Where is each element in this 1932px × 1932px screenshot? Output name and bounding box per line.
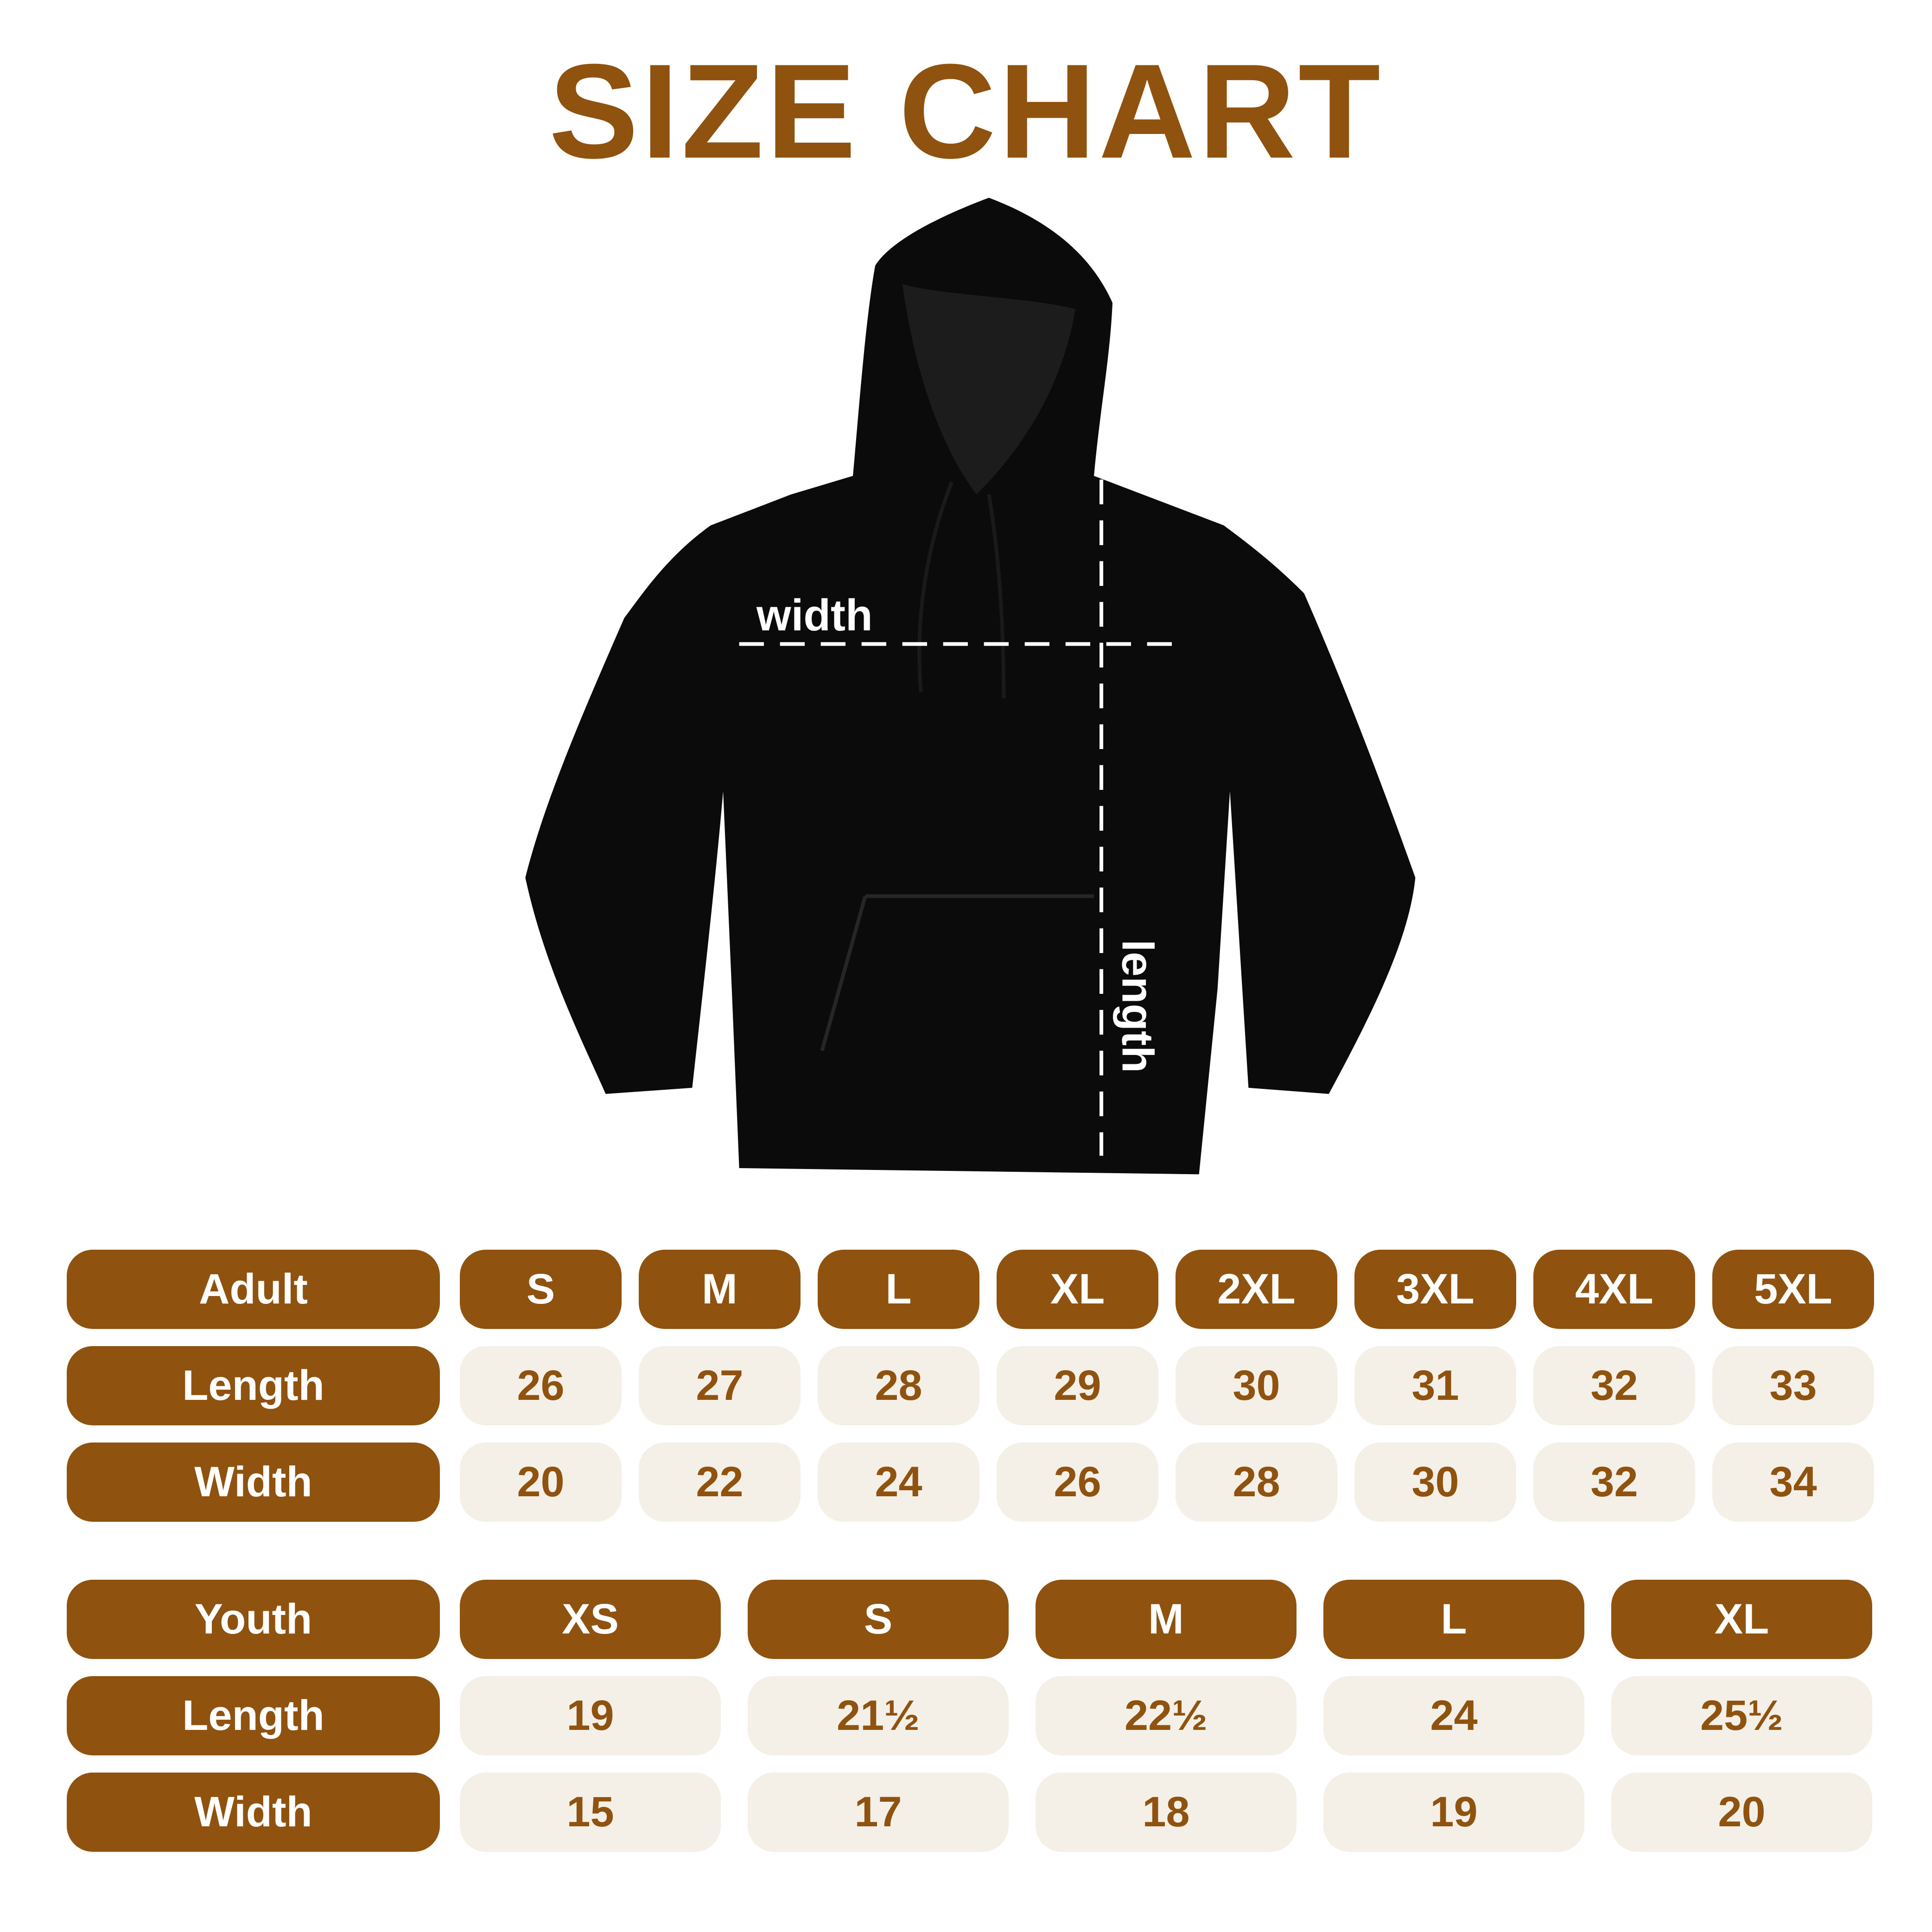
youth-measurement-cell: 19 xyxy=(1323,1773,1584,1852)
adult-measurement-cell: 32 xyxy=(1533,1443,1695,1522)
adult-measurement-cell: 33 xyxy=(1712,1346,1874,1425)
adult-row-label: Width xyxy=(67,1443,440,1522)
youth-size-header: XL xyxy=(1611,1580,1872,1659)
youth-measurement-cell: 15 xyxy=(460,1773,721,1852)
adult-row-label: Length xyxy=(67,1346,440,1425)
adult-measurement-cell: 29 xyxy=(997,1346,1158,1425)
youth-row-label: Length xyxy=(67,1676,440,1755)
adult-measurement-cell: 30 xyxy=(1176,1346,1337,1425)
youth-size-header: L xyxy=(1323,1580,1584,1659)
youth-header-label: Youth xyxy=(67,1580,440,1659)
adult-measurement-cell: 27 xyxy=(639,1346,801,1425)
pocket-outline xyxy=(820,894,1094,1051)
adult-measurement-cell: 32 xyxy=(1533,1346,1695,1425)
youth-size-header: XS xyxy=(460,1580,721,1659)
youth-measurement-cell: 21½ xyxy=(748,1676,1009,1755)
page-title: SIZE CHART xyxy=(549,36,1383,186)
adult-measurement-cell: 20 xyxy=(460,1443,622,1522)
adult-measurement-cell: 34 xyxy=(1712,1443,1874,1522)
adult-size-header: 3XL xyxy=(1354,1250,1516,1329)
youth-size-header: M xyxy=(1036,1580,1296,1659)
youth-size-header: S xyxy=(748,1580,1009,1659)
youth-measurement-cell: 24 xyxy=(1323,1676,1584,1755)
adult-size-header: L xyxy=(818,1250,979,1329)
adult-size-header: 5XL xyxy=(1712,1250,1874,1329)
youth-measurement-cell: 20 xyxy=(1611,1773,1872,1852)
adult-measurement-cell: 28 xyxy=(1176,1443,1337,1522)
adult-header-label: Adult xyxy=(67,1250,440,1329)
adult-size-header: XL xyxy=(997,1250,1158,1329)
adult-measurement-cell: 26 xyxy=(997,1443,1158,1522)
adult-measurement-cell: 28 xyxy=(818,1346,979,1425)
length-label: length xyxy=(1112,940,1162,1073)
adult-measurement-cell: 30 xyxy=(1354,1443,1516,1522)
hood-opening xyxy=(902,284,1076,495)
adult-size-header: M xyxy=(639,1250,801,1329)
youth-measurement-cell: 19 xyxy=(460,1676,721,1755)
youth-measurement-cell: 17 xyxy=(748,1773,1009,1852)
width-label: width xyxy=(756,591,873,640)
adult-size-header: 4XL xyxy=(1533,1250,1695,1329)
youth-row-label: Width xyxy=(67,1773,440,1852)
adult-measurement-cell: 24 xyxy=(818,1443,979,1522)
adult-measurement-cell: 26 xyxy=(460,1346,622,1425)
adult-measurement-cell: 22 xyxy=(639,1443,801,1522)
adult-size-header: S xyxy=(460,1250,622,1329)
drawstrings xyxy=(917,481,1006,699)
adult-measurement-cell: 31 xyxy=(1354,1346,1516,1425)
youth-measurement-cell: 18 xyxy=(1036,1773,1296,1852)
youth-measurement-cell: 22½ xyxy=(1036,1676,1296,1755)
youth-measurement-cell: 25½ xyxy=(1611,1676,1872,1755)
hoodie-image xyxy=(525,197,1416,1175)
adult-size-header: 2XL xyxy=(1176,1250,1337,1329)
